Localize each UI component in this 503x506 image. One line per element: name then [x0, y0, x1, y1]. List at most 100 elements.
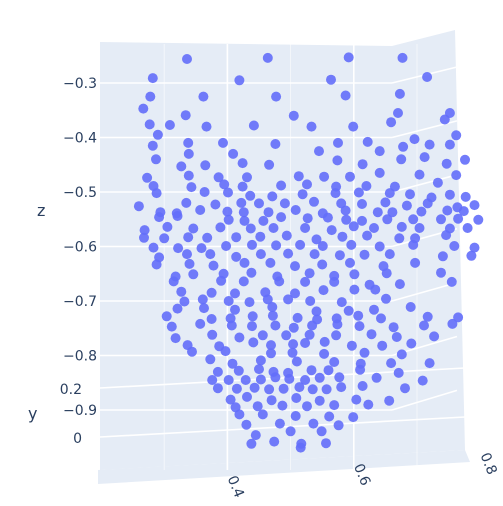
- data-point: [212, 366, 223, 377]
- data-point: [271, 240, 282, 251]
- data-point: [357, 199, 367, 209]
- data-point: [381, 268, 392, 279]
- data-point: [309, 196, 319, 207]
- data-point: [172, 211, 183, 221]
- data-point: [202, 232, 213, 243]
- data-point: [319, 336, 330, 347]
- data-point: [396, 349, 407, 360]
- data-point: [422, 311, 433, 322]
- data-point: [401, 200, 412, 211]
- data-point: [180, 110, 191, 121]
- data-point: [246, 438, 257, 449]
- data-point: [386, 117, 397, 128]
- data-point: [419, 320, 429, 331]
- data-point: [394, 233, 405, 244]
- data-point: [188, 269, 199, 280]
- data-point: [314, 146, 324, 157]
- data-point: [345, 257, 355, 268]
- data-point: [307, 320, 318, 331]
- data-point: [300, 223, 311, 233]
- data-point: [436, 214, 446, 225]
- data-point: [366, 329, 377, 340]
- data-point: [181, 197, 192, 208]
- data-point: [384, 395, 395, 406]
- data-point: [159, 233, 170, 244]
- data-point: [321, 438, 331, 449]
- data-point: [222, 206, 233, 217]
- data-point: [295, 442, 306, 453]
- data-point: [237, 158, 248, 169]
- data-point: [441, 158, 452, 169]
- data-point: [290, 288, 300, 299]
- data-point: [276, 212, 287, 223]
- data-point: [349, 269, 360, 280]
- data-point: [394, 88, 405, 99]
- data-point: [346, 239, 357, 250]
- data-point: [281, 230, 292, 241]
- data-point: [283, 294, 294, 305]
- data-point: [394, 279, 405, 290]
- data-point: [288, 339, 299, 350]
- data-point: [384, 188, 395, 199]
- data-point: [206, 287, 217, 298]
- z-axis-title: z: [37, 201, 45, 220]
- data-point: [311, 234, 322, 245]
- data-point: [374, 167, 385, 178]
- data-point: [330, 188, 341, 199]
- data-point: [409, 134, 420, 145]
- data-point: [397, 52, 408, 63]
- data-point: [451, 170, 462, 181]
- data-point: [460, 154, 470, 165]
- data-point: [422, 72, 433, 82]
- data-point: [307, 384, 318, 395]
- data-point: [343, 52, 354, 63]
- data-point: [284, 373, 295, 384]
- data-point: [306, 121, 317, 132]
- data-point: [453, 213, 464, 224]
- data-point: [247, 321, 257, 332]
- data-point: [255, 249, 266, 260]
- data-point: [248, 120, 259, 131]
- data-point: [369, 304, 379, 315]
- data-point: [248, 337, 259, 348]
- data-point: [277, 400, 288, 411]
- data-point: [377, 340, 388, 351]
- data-point: [263, 207, 274, 218]
- data-point: [138, 103, 149, 114]
- data-point: [197, 294, 208, 305]
- data-point: [416, 206, 427, 217]
- data-point: [231, 232, 242, 243]
- data-point: [332, 319, 343, 330]
- data-point: [234, 409, 245, 420]
- data-point: [266, 348, 276, 359]
- data-point: [267, 302, 278, 312]
- data-point: [359, 249, 370, 260]
- data-point: [297, 189, 308, 200]
- data-point: [393, 108, 403, 118]
- data-point: [205, 249, 216, 260]
- data-point: [225, 394, 236, 405]
- data-point: [331, 330, 342, 341]
- data-point: [182, 54, 192, 64]
- data-point: [386, 358, 397, 369]
- data-point: [244, 297, 255, 308]
- data-point: [304, 329, 315, 340]
- data-point: [302, 179, 312, 190]
- data-point: [348, 121, 359, 132]
- data-point: [144, 119, 155, 130]
- y-axis-ticks: 00.2: [60, 382, 82, 447]
- data-point: [363, 399, 374, 410]
- data-point: [336, 382, 347, 393]
- data-point: [199, 187, 210, 197]
- data-point: [300, 338, 311, 348]
- data-point: [207, 329, 218, 340]
- data-point: [370, 284, 381, 295]
- data-point: [291, 356, 302, 367]
- data-point: [334, 250, 345, 261]
- data-point: [353, 310, 364, 321]
- data-point: [387, 207, 398, 218]
- data-point: [469, 200, 480, 211]
- data-point: [343, 305, 354, 316]
- data-point: [319, 171, 330, 182]
